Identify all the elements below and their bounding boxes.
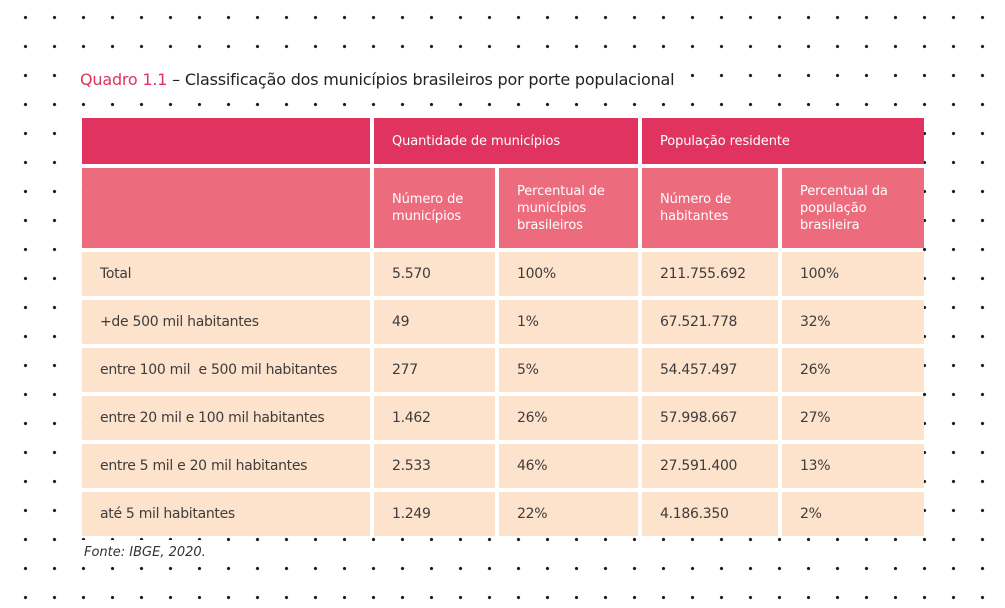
cell-numero-municipios: 277	[374, 348, 495, 392]
row-label: entre 100 mil e 500 mil habitantes	[82, 348, 370, 392]
subheader-numero-municipios: Número de municípios	[374, 168, 495, 248]
title-prefix: Quadro 1.1	[80, 70, 168, 89]
title-separator: –	[167, 70, 185, 89]
cell-percentual-municipios: 22%	[499, 492, 638, 536]
cell-numero-habitantes: 67.521.778	[642, 300, 778, 344]
cell-percentual-municipios: 26%	[499, 396, 638, 440]
subheader-percentual-municipios: Percentual de municípios brasileiros	[499, 168, 638, 248]
cell-percentual-populacao: 27%	[782, 396, 924, 440]
cell-numero-municipios: 1.462	[374, 396, 495, 440]
cell-percentual-municipios: 5%	[499, 348, 638, 392]
cell-numero-municipios: 1.249	[374, 492, 495, 536]
header-populacao-residente: População residente	[642, 118, 924, 164]
row-label: entre 5 mil e 20 mil habitantes	[82, 444, 370, 488]
title-text: Classificação dos municípios brasileiros…	[184, 70, 675, 89]
cell-percentual-populacao: 100%	[782, 252, 924, 296]
cell-percentual-municipios: 46%	[499, 444, 638, 488]
row-label: Total	[82, 252, 370, 296]
header-empty-cell	[82, 118, 370, 164]
cell-numero-habitantes: 211.755.692	[642, 252, 778, 296]
cell-numero-habitantes: 57.998.667	[642, 396, 778, 440]
cell-percentual-populacao: 26%	[782, 348, 924, 392]
subheader-empty-cell	[82, 168, 370, 248]
table-title: Quadro 1.1 – Classificação dos município…	[72, 64, 683, 96]
cell-percentual-populacao: 2%	[782, 492, 924, 536]
cell-numero-habitantes: 54.457.497	[642, 348, 778, 392]
cell-numero-habitantes: 4.186.350	[642, 492, 778, 536]
subheader-numero-habitantes: Número de habitantes	[642, 168, 778, 248]
cell-percentual-populacao: 13%	[782, 444, 924, 488]
cell-numero-habitantes: 27.591.400	[642, 444, 778, 488]
data-table: Quantidade de municípios População resid…	[82, 118, 924, 536]
row-label: até 5 mil habitantes	[82, 492, 370, 536]
row-label: +de 500 mil habitantes	[82, 300, 370, 344]
cell-percentual-populacao: 32%	[782, 300, 924, 344]
cell-percentual-municipios: 1%	[499, 300, 638, 344]
header-quantidade-municipios: Quantidade de municípios	[374, 118, 638, 164]
row-label: entre 20 mil e 100 mil habitantes	[82, 396, 370, 440]
cell-numero-municipios: 2.533	[374, 444, 495, 488]
source-note: Fonte: IBGE, 2020.	[76, 540, 214, 566]
cell-numero-municipios: 49	[374, 300, 495, 344]
cell-percentual-municipios: 100%	[499, 252, 638, 296]
cell-numero-municipios: 5.570	[374, 252, 495, 296]
subheader-percentual-populacao: Percentual da população brasileira	[782, 168, 924, 248]
